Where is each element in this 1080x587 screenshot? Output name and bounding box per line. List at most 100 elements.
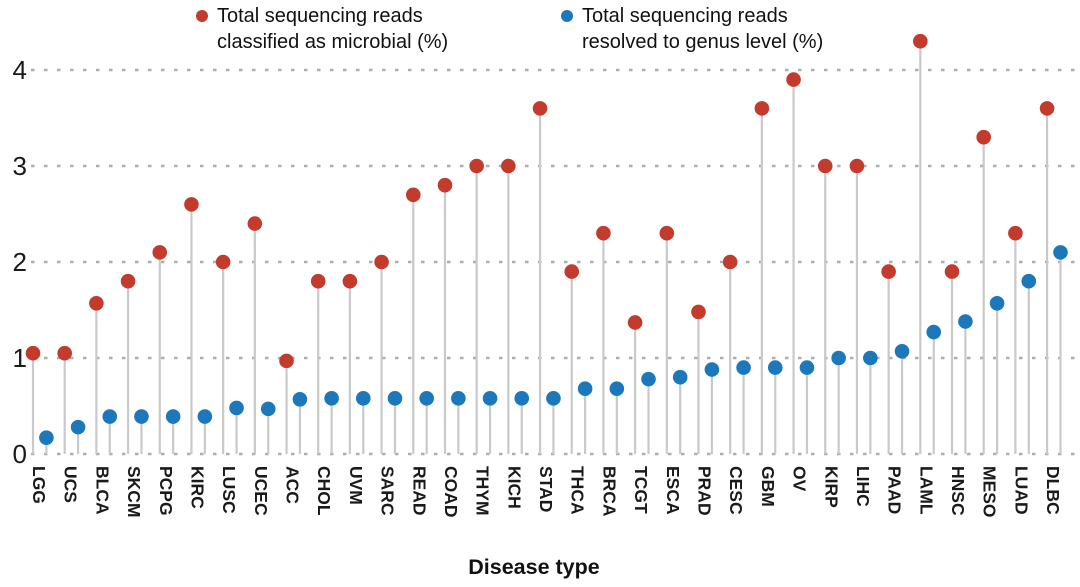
x-tick-label: LGG: [29, 466, 49, 504]
genus-dot: [419, 391, 434, 406]
microbial-dot: [944, 264, 960, 279]
microbial-dot: [659, 225, 675, 241]
genus-dot: [736, 360, 751, 375]
genus-dot: [577, 381, 593, 397]
x-tick-label: THYM: [473, 466, 493, 516]
x-tick-label: LAML: [916, 466, 936, 515]
genus-dot: [1021, 273, 1037, 289]
x-tick-label: BRCA: [599, 466, 619, 517]
genus-dot: [894, 343, 910, 359]
x-tick-label: PRAD: [694, 466, 714, 516]
y-tick-label: 2: [13, 247, 27, 277]
y-tick-label: 1: [13, 343, 27, 373]
x-tick-label: PAAD: [885, 466, 905, 514]
x-tick-label: HNSC: [948, 466, 968, 516]
microbial-dot: [310, 273, 326, 289]
y-tick-label: 3: [13, 151, 27, 181]
microbial-dot: [89, 295, 104, 311]
x-tick-label: ESCA: [663, 466, 683, 515]
genus-dot: [641, 371, 656, 387]
x-tick-label: KICH: [504, 466, 524, 509]
x-tick-label: PCPG: [156, 466, 176, 516]
legend-item-microbial: Total sequencing reads classified as mic…: [196, 3, 448, 55]
genus-dot: [324, 391, 339, 406]
genus-dot: [292, 391, 308, 407]
genus-dot: [926, 324, 942, 340]
y-tick-label: 4: [13, 55, 27, 85]
x-tick-label: KIRP: [821, 466, 841, 508]
microbial-dot: [501, 158, 516, 174]
genus-dot: [387, 391, 403, 406]
genus-dot: [229, 400, 244, 416]
microbial-dot: [57, 345, 72, 361]
microbial-dot: [691, 304, 706, 320]
x-tick-label: LUAD: [1011, 466, 1031, 515]
legend-microbial-dot-icon: [196, 10, 208, 22]
genus-dot: [958, 314, 973, 329]
microbial-dot: [469, 158, 484, 174]
microbial-dot: [120, 273, 136, 289]
microbial-dot: [342, 273, 358, 289]
legend-genus-label: Total sequencing reads resolved to genus…: [582, 3, 823, 55]
microbial-dot: [1039, 101, 1055, 116]
x-tick-label: LUSC: [219, 466, 239, 514]
genus-dot: [767, 360, 783, 375]
x-tick-label: THCA: [568, 466, 588, 515]
genus-dot: [451, 391, 466, 406]
genus-dot: [70, 419, 86, 435]
genus-dot: [546, 391, 561, 406]
legend-microbial-line1: Total sequencing reads: [217, 5, 423, 27]
x-tick-label: SKCM: [124, 466, 144, 518]
microbial-dot: [913, 33, 928, 49]
genus-dot: [514, 391, 530, 406]
x-tick-label: GBM: [758, 466, 778, 507]
genus-dot: [134, 409, 149, 424]
legend-genus-dot-icon: [561, 10, 573, 22]
x-tick-label: ACC: [283, 466, 303, 504]
x-tick-label: COAD: [441, 466, 461, 518]
genus-dot: [260, 401, 276, 417]
legend-microbial-line2: classified as microbial (%): [217, 31, 449, 53]
microbial-dot: [1008, 225, 1023, 241]
microbial-dot: [881, 264, 896, 279]
x-tick-label: CESC: [726, 466, 746, 515]
genus-dot: [197, 409, 213, 424]
microbial-dot: [849, 158, 865, 174]
x-tick-label: READ: [409, 466, 429, 516]
microbial-dot: [722, 254, 738, 270]
x-tick-label: CHOL: [314, 466, 334, 516]
microbial-dot: [25, 345, 41, 361]
x-axis-title: Disease type: [468, 555, 600, 579]
genus-dot: [609, 381, 625, 397]
genus-dot: [165, 409, 181, 424]
genus-dot: [799, 360, 815, 375]
legend-item-genus: Total sequencing reads resolved to genus…: [561, 3, 823, 55]
x-tick-label: LIHC: [853, 466, 873, 507]
microbial-dot: [786, 72, 801, 87]
genus-dot: [39, 430, 54, 445]
x-tick-label: BLCA: [92, 466, 112, 515]
microbial-dot: [976, 129, 991, 145]
x-tick-label: TCGT: [631, 466, 651, 514]
genus-dot: [356, 391, 371, 406]
genus-dot: [989, 295, 1005, 311]
legend-genus-line2: resolved to genus level (%): [582, 31, 824, 53]
x-tick-label: UCEC: [251, 466, 271, 516]
microbial-dot: [437, 177, 453, 193]
genus-dot: [482, 391, 498, 406]
microbial-dot: [754, 101, 770, 116]
y-tick-label: 0: [13, 439, 27, 469]
microbial-dot: [215, 254, 231, 270]
x-tick-label: KIRC: [187, 466, 207, 509]
x-tick-label: SARC: [378, 466, 398, 516]
genus-dot: [831, 350, 846, 366]
x-tick-label: DLBC: [1043, 466, 1063, 515]
microbial-dot: [817, 158, 833, 174]
genus-dot: [102, 409, 118, 424]
microbial-dot: [152, 245, 168, 260]
microbial-dot: [247, 216, 263, 231]
legend-microbial-label: Total sequencing reads classified as mic…: [217, 3, 448, 55]
x-tick-label: OV: [790, 466, 810, 492]
